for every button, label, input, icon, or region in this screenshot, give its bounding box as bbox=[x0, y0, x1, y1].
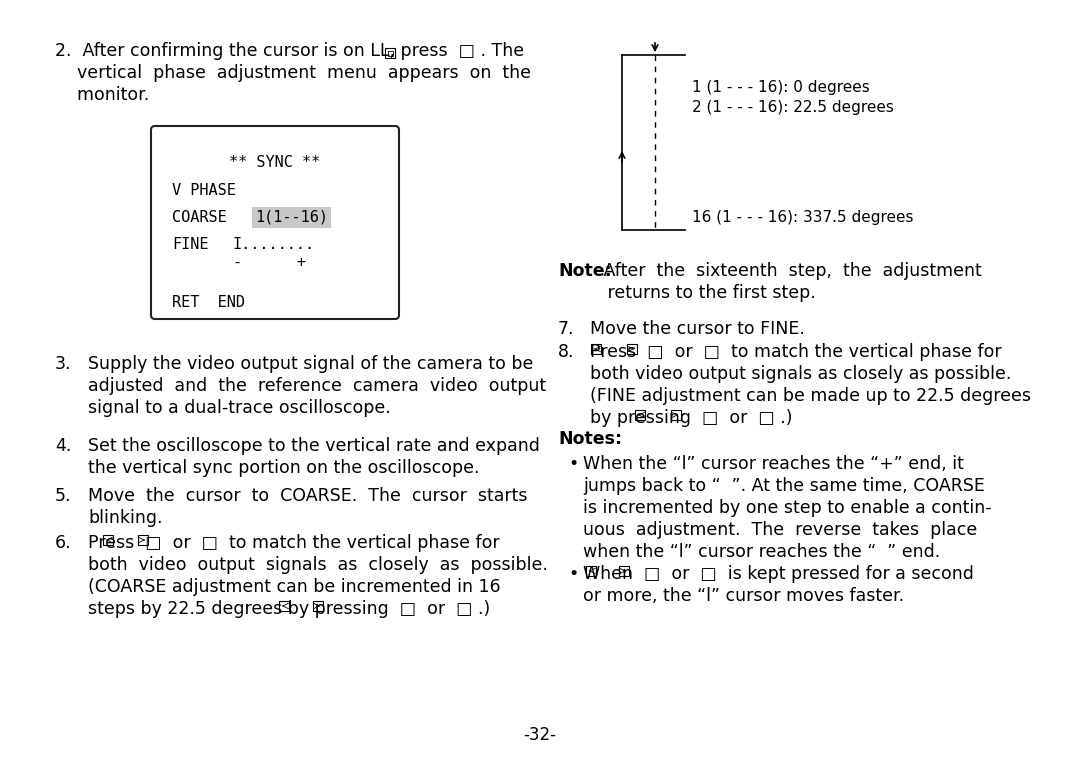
Text: by pressing  □  or  □ .): by pressing □ or □ .) bbox=[590, 409, 793, 427]
Text: Set the oscilloscope to the vertical rate and expand: Set the oscilloscope to the vertical rat… bbox=[87, 437, 540, 455]
Text: When  □  or  □  is kept pressed for a second: When □ or □ is kept pressed for a second bbox=[583, 565, 974, 583]
Text: both video output signals as closely as possible.: both video output signals as closely as … bbox=[590, 365, 1011, 383]
Text: both  video  output  signals  as  closely  as  possible.: both video output signals as closely as … bbox=[87, 556, 548, 574]
Text: When the “l” cursor reaches the “+” end, it: When the “l” cursor reaches the “+” end,… bbox=[583, 455, 963, 473]
Text: 2 (1 - - - 16): 22.5 degrees: 2 (1 - - - 16): 22.5 degrees bbox=[692, 100, 894, 115]
Text: Supply the video output signal of the camera to be: Supply the video output signal of the ca… bbox=[87, 355, 534, 373]
Text: vertical  phase  adjustment  menu  appears  on  the: vertical phase adjustment menu appears o… bbox=[55, 64, 531, 82]
Text: 16 (1 - - - 16): 337.5 degrees: 16 (1 - - - 16): 337.5 degrees bbox=[692, 210, 914, 225]
Text: 4.: 4. bbox=[55, 437, 71, 455]
Text: ** SYNC **: ** SYNC ** bbox=[229, 155, 321, 170]
Text: or more, the “l” cursor moves faster.: or more, the “l” cursor moves faster. bbox=[583, 587, 904, 605]
Text: I........: I........ bbox=[233, 237, 315, 252]
Text: Move the cursor to FINE.: Move the cursor to FINE. bbox=[590, 320, 805, 338]
Text: Press  □  or  □  to match the vertical phase for: Press □ or □ to match the vertical phase… bbox=[590, 343, 1001, 361]
Text: 5.: 5. bbox=[55, 487, 71, 505]
Text: jumps back to “  ”. At the same time, COARSE: jumps back to “ ”. At the same time, COA… bbox=[583, 477, 985, 495]
Text: steps by 22.5 degrees by pressing  □  or  □ .): steps by 22.5 degrees by pressing □ or □… bbox=[87, 600, 490, 618]
Text: -32-: -32- bbox=[524, 726, 556, 744]
Text: 1 (1 - - - 16): 0 degrees: 1 (1 - - - 16): 0 degrees bbox=[692, 80, 869, 95]
Text: (FINE adjustment can be made up to 22.5 degrees: (FINE adjustment can be made up to 22.5 … bbox=[590, 387, 1031, 405]
Text: 8.: 8. bbox=[558, 343, 575, 361]
Text: RET  END: RET END bbox=[172, 295, 245, 310]
Text: 6.: 6. bbox=[55, 534, 71, 552]
Text: 7.: 7. bbox=[558, 320, 575, 338]
Text: 2.  After confirming the cursor is on LL, press  □ . The: 2. After confirming the cursor is on LL,… bbox=[55, 42, 524, 60]
Text: •: • bbox=[568, 455, 578, 473]
Text: Move  the  cursor  to  COARSE.  The  cursor  starts: Move the cursor to COARSE. The cursor st… bbox=[87, 487, 527, 505]
Text: signal to a dual-trace oscilloscope.: signal to a dual-trace oscilloscope. bbox=[87, 399, 391, 417]
Text: returns to the first step.: returns to the first step. bbox=[558, 284, 815, 302]
Text: •: • bbox=[568, 565, 578, 583]
Text: adjusted  and  the  reference  camera  video  output: adjusted and the reference camera video … bbox=[87, 377, 546, 395]
Text: Press  □  or  □  to match the vertical phase for: Press □ or □ to match the vertical phase… bbox=[87, 534, 500, 552]
Text: FINE: FINE bbox=[172, 237, 208, 252]
Text: 1(1--16): 1(1--16) bbox=[255, 210, 328, 225]
Text: monitor.: monitor. bbox=[55, 86, 149, 104]
Text: blinking.: blinking. bbox=[87, 509, 162, 527]
Text: (COARSE adjustment can be incremented in 16: (COARSE adjustment can be incremented in… bbox=[87, 578, 501, 596]
Text: the vertical sync portion on the oscilloscope.: the vertical sync portion on the oscillo… bbox=[87, 459, 480, 477]
Text: Note:: Note: bbox=[558, 262, 611, 280]
Text: 3.: 3. bbox=[55, 355, 71, 373]
Text: when the “l” cursor reaches the “  ” end.: when the “l” cursor reaches the “ ” end. bbox=[583, 543, 941, 561]
Text: Notes:: Notes: bbox=[558, 430, 622, 448]
Text: 1(1--16): 1(1--16) bbox=[255, 210, 328, 225]
Text: After  the  sixteenth  step,  the  adjustment: After the sixteenth step, the adjustment bbox=[598, 262, 982, 280]
FancyBboxPatch shape bbox=[151, 126, 399, 319]
Text: uous  adjustment.  The  reverse  takes  place: uous adjustment. The reverse takes place bbox=[583, 521, 977, 539]
Text: V PHASE: V PHASE bbox=[172, 183, 235, 198]
Text: COARSE: COARSE bbox=[172, 210, 227, 225]
Text: -      +: - + bbox=[233, 255, 306, 270]
Text: is incremented by one step to enable a contin-: is incremented by one step to enable a c… bbox=[583, 499, 991, 517]
